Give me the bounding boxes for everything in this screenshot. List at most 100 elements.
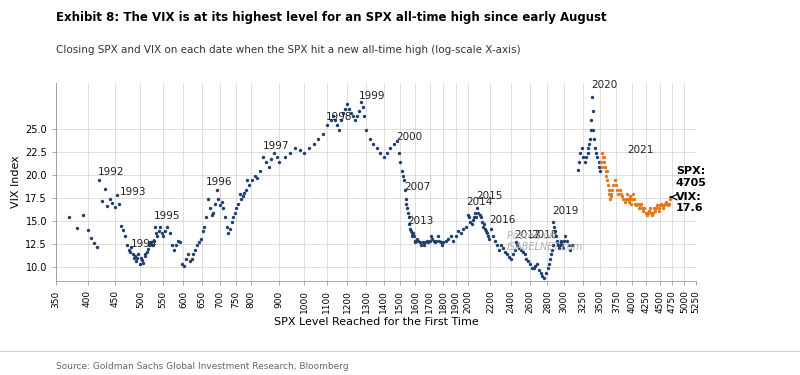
Point (384, 145, 397, 151)
Point (637, 208, 650, 214)
Point (646, 210, 659, 216)
Point (624, 196, 637, 202)
Point (604, 193, 617, 199)
Point (628, 196, 641, 202)
Point (478, 226, 491, 232)
Point (130, 255, 143, 261)
Point (239, 187, 252, 193)
Point (402, 214, 415, 220)
Point (142, 242, 155, 248)
Point (549, 228, 562, 234)
Point (238, 189, 250, 195)
Point (434, 239, 447, 245)
Point (316, 131, 329, 137)
Point (638, 205, 650, 211)
Point (646, 212, 658, 218)
Point (254, 168, 266, 174)
Point (387, 141, 400, 147)
Point (557, 245, 570, 251)
Point (471, 205, 484, 211)
Point (551, 239, 564, 245)
Text: VIX:
17.6: VIX: 17.6 (676, 192, 703, 213)
Point (242, 182, 255, 188)
Point (409, 239, 422, 245)
Point (76, 212, 89, 218)
Point (652, 205, 665, 211)
Point (606, 187, 618, 193)
Point (146, 242, 158, 248)
Point (410, 236, 423, 242)
Point (329, 117, 342, 123)
Point (625, 201, 638, 207)
Point (423, 238, 436, 244)
Point (202, 196, 214, 202)
Point (614, 191, 627, 197)
Point (406, 230, 419, 236)
Point (587, 127, 600, 133)
Point (661, 201, 674, 207)
Point (433, 238, 446, 244)
Point (378, 154, 390, 160)
Point (185, 256, 198, 262)
Point (190, 242, 203, 248)
Point (374, 150, 386, 156)
Text: 1996: 1996 (206, 177, 233, 187)
Point (187, 252, 200, 258)
Point (166, 242, 178, 248)
Point (215, 199, 228, 205)
Point (516, 249, 529, 255)
Point (426, 236, 439, 242)
Text: 1994: 1994 (130, 239, 157, 249)
Point (210, 187, 223, 193)
Point (347, 113, 360, 119)
Text: Closing SPX and VIX on each date when the SPX hit a new all-time high (log-scale: Closing SPX and VIX on each date when th… (56, 45, 521, 55)
Point (112, 201, 125, 207)
Point (171, 238, 184, 244)
Point (241, 177, 254, 183)
Point (636, 205, 649, 211)
Point (345, 110, 358, 116)
Point (529, 264, 542, 270)
Point (470, 214, 482, 220)
Point (395, 168, 408, 174)
Point (135, 257, 148, 263)
Point (95, 198, 108, 204)
Point (586, 108, 599, 114)
Point (477, 224, 490, 230)
Point (553, 245, 566, 251)
Point (554, 242, 566, 248)
Point (101, 203, 114, 209)
Point (465, 221, 478, 227)
Point (600, 173, 613, 179)
Point (483, 236, 496, 242)
Point (401, 205, 414, 211)
Point (623, 196, 636, 202)
Point (550, 233, 562, 239)
Point (614, 187, 626, 193)
Point (593, 164, 606, 170)
Point (229, 210, 242, 216)
Text: 1992: 1992 (98, 167, 125, 177)
Text: 2015: 2015 (477, 191, 503, 201)
Point (335, 117, 348, 123)
Point (217, 205, 230, 211)
Point (87, 240, 100, 246)
Point (445, 233, 458, 239)
Point (498, 249, 511, 255)
Point (288, 145, 301, 151)
Point (312, 136, 325, 142)
Point (642, 210, 654, 216)
Point (497, 245, 510, 251)
Point (484, 226, 497, 232)
Point (591, 154, 604, 160)
Point (556, 242, 569, 248)
Point (489, 238, 502, 244)
Point (482, 233, 494, 239)
Point (612, 191, 625, 197)
Point (643, 205, 656, 211)
Point (659, 199, 672, 205)
Point (520, 256, 533, 262)
Point (370, 145, 383, 151)
Point (222, 230, 235, 236)
Point (634, 202, 646, 208)
